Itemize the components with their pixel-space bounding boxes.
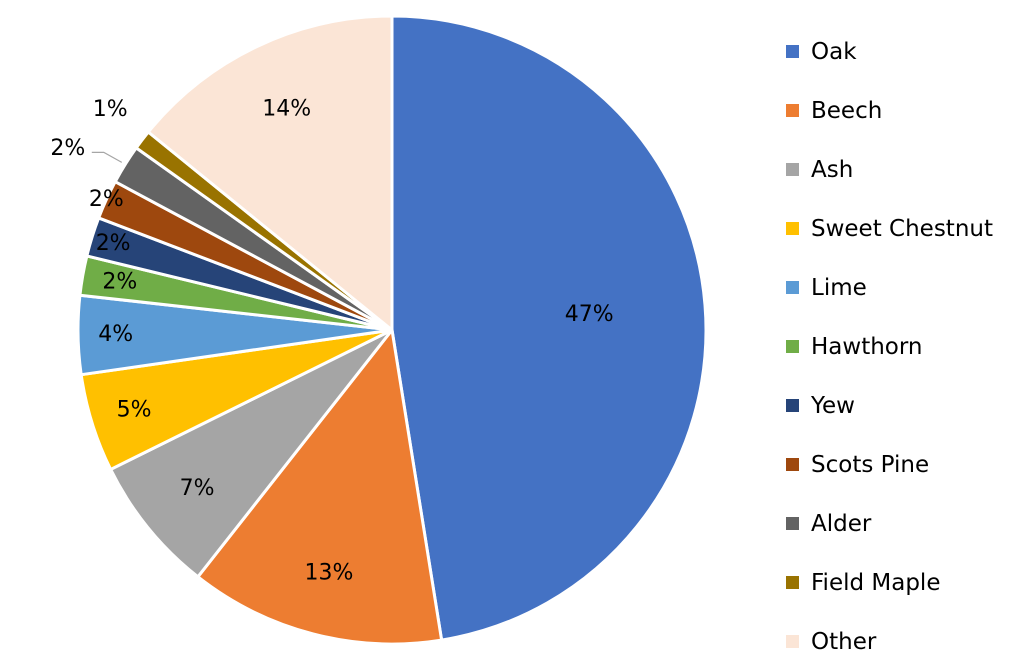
legend-item-yew: Yew [786, 376, 993, 435]
legend-item-beech: Beech [786, 81, 993, 140]
legend-swatch [786, 399, 799, 412]
legend-label: Hawthorn [811, 333, 923, 360]
legend-label: Scots Pine [811, 451, 930, 478]
legend-label: Oak [811, 38, 857, 65]
legend-label: Field Maple [811, 569, 941, 596]
pie-slice-other [146, 14, 394, 332]
legend-swatch [786, 576, 799, 589]
data-label-ash: 7% [180, 476, 215, 501]
legend-swatch [786, 45, 799, 58]
legend-item-alder: Alder [786, 494, 993, 553]
legend-label: Yew [811, 392, 855, 419]
data-label-hawthorn: 2% [102, 270, 137, 295]
chart-legend: Oak Beech Ash Sweet Chestnut Lime Hawthorn Yew… [786, 22, 993, 671]
legend-label: Alder [811, 510, 872, 537]
legend-swatch [786, 163, 799, 176]
legend-item-hawthorn: Hawthorn [786, 317, 993, 376]
pie-chart: 47% 13% 7% 5% 4% 2% 2% 2% 2% 1% 14% [50, 14, 708, 646]
pie-slice-beech [196, 328, 444, 646]
legend-item-sweet-chestnut: Sweet Chestnut [786, 199, 993, 258]
legend-item-field-maple: Field Maple [786, 553, 993, 612]
data-label-other: 14% [262, 96, 311, 121]
legend-swatch [786, 517, 799, 530]
legend-item-oak: Oak [786, 22, 993, 81]
legend-label: Other [811, 628, 877, 655]
legend-item-lime: Lime [786, 258, 993, 317]
data-label-beech: 13% [304, 561, 353, 586]
legend-label: Lime [811, 274, 867, 301]
legend-swatch [786, 104, 799, 117]
legend-swatch [786, 458, 799, 471]
pie-slice-oak [390, 14, 708, 642]
data-label-oak: 47% [565, 302, 614, 327]
legend-item-ash: Ash [786, 140, 993, 199]
legend-label: Beech [811, 97, 883, 124]
data-label-lime: 4% [98, 322, 133, 347]
data-label-yew: 2% [96, 231, 131, 256]
legend-label: Ash [811, 156, 854, 183]
legend-swatch [786, 281, 799, 294]
leader-line-alder [91, 151, 123, 163]
data-label-scots-pine: 2% [89, 187, 124, 212]
legend-swatch [786, 222, 799, 235]
data-label-sweet-chestnut: 5% [117, 398, 152, 423]
pie-slice-ash [109, 328, 394, 579]
legend-item-scots-pine: Scots Pine [786, 435, 993, 494]
data-label-field-maple: 1% [93, 97, 128, 122]
legend-item-other: Other [786, 612, 993, 671]
legend-label: Sweet Chestnut [811, 215, 994, 242]
legend-swatch [786, 635, 799, 648]
legend-swatch [786, 340, 799, 353]
data-label-alder: 2% [50, 136, 85, 161]
